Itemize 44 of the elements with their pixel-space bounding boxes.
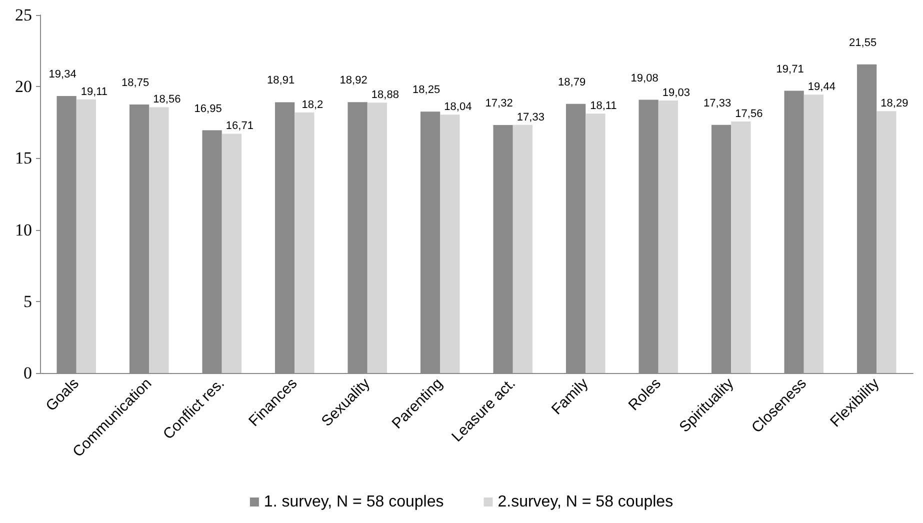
bar (586, 114, 606, 373)
bar (876, 111, 896, 373)
bar (222, 134, 242, 373)
legend-label: 1. survey, N = 58 couples (264, 494, 444, 510)
data-label: 19,34 (48, 68, 76, 81)
data-label: 17,32 (485, 97, 513, 110)
bar (294, 112, 314, 373)
data-label: 18,2 (302, 98, 324, 111)
bar (804, 94, 824, 373)
data-label: 19,03 (662, 86, 690, 99)
data-label: 19,44 (808, 81, 836, 94)
data-label: 17,33 (704, 97, 732, 110)
bar (512, 124, 533, 373)
data-label: 17,56 (735, 108, 763, 120)
data-label: 18,25 (412, 84, 440, 96)
data-label: 18,04 (444, 101, 472, 114)
y-tick-label: 20 (15, 77, 32, 96)
bar (731, 122, 751, 373)
data-label: 16,95 (194, 102, 222, 115)
data-label: 18,92 (340, 74, 368, 87)
data-label: 18,91 (267, 74, 295, 87)
data-label: 19,08 (630, 72, 658, 84)
data-label: 16,71 (226, 120, 254, 132)
data-label: 19,11 (80, 86, 108, 98)
y-tick-label: 15 (15, 148, 32, 168)
data-label: 18,56 (153, 94, 181, 106)
data-label: 18,29 (880, 98, 908, 110)
y-tick-label: 10 (15, 220, 32, 240)
data-label: 17,33 (516, 111, 544, 124)
data-label: 18,11 (590, 100, 617, 112)
data-label: 18,88 (371, 89, 399, 102)
legend-label: 2.survey, N = 58 couples (498, 494, 674, 510)
y-tick-label: 5 (24, 292, 32, 311)
data-label: 18,79 (558, 76, 586, 88)
bar (76, 99, 96, 373)
data-label: 19,71 (776, 63, 804, 76)
y-tick-label: 25 (15, 6, 32, 24)
bar (149, 107, 169, 373)
bar (440, 114, 460, 373)
bar (367, 102, 388, 373)
y-tick-label: 0 (24, 364, 32, 382)
bar (658, 100, 678, 373)
data-label: 18,75 (122, 77, 150, 89)
data-label: 21,55 (849, 36, 877, 49)
